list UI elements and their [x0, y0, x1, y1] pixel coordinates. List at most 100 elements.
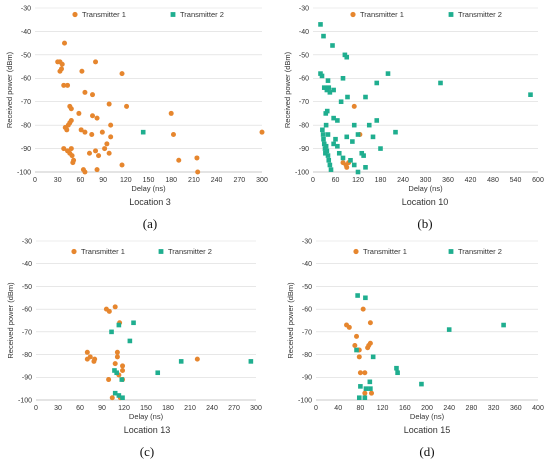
data-point-transmitter-2 [328, 167, 334, 172]
legend-label-transmitter-1: Transmitter 1 [82, 10, 126, 19]
data-point-transmitter-2 [438, 80, 443, 86]
legend-marker-transmitter-1 [72, 11, 78, 18]
data-point-transmitter-2 [140, 129, 146, 135]
y-tick-label: -30 [21, 5, 31, 12]
data-point-transmitter-1 [346, 324, 352, 330]
data-point-transmitter-1 [89, 132, 95, 138]
y-tick-label: -50 [22, 284, 32, 291]
data-point-transmitter-2 [326, 157, 332, 163]
data-point-transmitter-2 [350, 139, 355, 144]
data-point-transmitter-2 [370, 134, 376, 140]
data-point-transmitter-2 [335, 118, 340, 123]
data-point-transmitter-2 [338, 99, 344, 105]
y-tick-label: -100 [295, 169, 309, 176]
data-point-transmitter-2 [368, 386, 373, 391]
data-point-transmitter-2 [344, 54, 350, 60]
x-tick-label: 300 [256, 177, 268, 184]
data-point-transmitter-1 [120, 363, 126, 369]
data-point-transmitter-1 [114, 349, 120, 355]
data-point-transmitter-1 [354, 333, 360, 339]
data-point-transmitter-2 [155, 370, 161, 376]
data-point-transmitter-2 [324, 108, 330, 114]
data-point-transmitter-2 [446, 327, 452, 332]
chart-panel-2: -100 -90 -80 -70 -60 -50 -40 -30 0 60 120 180 240 300… [283, 5, 544, 231]
y-tick-label: -30 [22, 238, 32, 245]
data-point-transmitter-2 [394, 365, 399, 371]
x-axis-title: Delay (ns) [131, 184, 166, 193]
data-point-transmitter-1 [124, 103, 130, 109]
y-axis-title: Received power (dBm) [6, 282, 15, 359]
data-point-transmitter-1 [102, 146, 108, 152]
data-point-transmitter-2 [324, 148, 330, 154]
data-point-transmitter-2 [120, 395, 125, 401]
data-point-transmitter-2 [363, 386, 369, 391]
data-point-transmitter-1 [99, 129, 105, 135]
x-tick-label: 270 [233, 177, 245, 184]
x-tick-label: 120 [118, 405, 130, 412]
data-point-transmitter-1 [96, 153, 102, 159]
data-point-transmitter-1 [82, 169, 88, 175]
data-point-transmitter-1 [194, 155, 200, 161]
data-point-transmitter-2 [119, 377, 125, 382]
x-axis-title: Delay (ns) [129, 412, 164, 421]
x-tick-label: 180 [375, 177, 387, 184]
data-point-transmitter-2 [322, 146, 328, 151]
data-point-transmitter-1 [62, 40, 68, 46]
x-tick-label: 0 [33, 177, 37, 184]
legend-label-transmitter-2: Transmitter 2 [180, 10, 224, 19]
y-tick-label: -60 [22, 307, 32, 314]
legend-label-transmitter-2: Transmitter 2 [458, 247, 502, 256]
x-tick-label: 240 [443, 405, 455, 412]
data-point-transmitter-2 [178, 359, 184, 364]
x-tick-label: 280 [466, 405, 478, 412]
panel-label: (d) [419, 444, 434, 459]
data-point-transmitter-2 [374, 80, 380, 86]
x-tick-label: 30 [54, 405, 62, 412]
x-tick-label: 60 [76, 405, 84, 412]
data-point-transmitter-1 [69, 153, 75, 159]
data-point-transmitter-2 [336, 150, 342, 156]
y-axis-title: Received power (dBm) [286, 282, 295, 359]
chart-panel-3: -100 -90 -80 -70 -60 -50 -40 -30 0 30 60 90 120 150 18… [6, 238, 262, 459]
data-point-transmitter-1 [367, 320, 373, 326]
data-point-transmitter-1 [59, 61, 65, 67]
data-point-transmitter-2 [355, 293, 360, 298]
legend-marker-transmitter-2 [448, 12, 454, 17]
y-tick-label: -60 [21, 76, 31, 83]
x-tick-label: 0 [314, 405, 318, 412]
data-point-transmitter-1 [70, 160, 76, 166]
data-point-transmitter-1 [65, 82, 71, 88]
y-tick-label: -80 [21, 123, 31, 130]
data-point-transmitter-2 [127, 338, 133, 344]
data-point-transmitter-1 [79, 68, 85, 74]
data-point-transmitter-2 [318, 22, 323, 27]
data-point-transmitter-2 [321, 33, 326, 39]
data-point-transmitter-2 [344, 134, 350, 140]
y-tick-label: -90 [302, 375, 312, 382]
x-tick-label: 60 [332, 177, 340, 184]
legend: Transmitter 1 Transmitter 2 [71, 247, 212, 256]
legend: Transmitter 1 Transmitter 2 [72, 10, 224, 19]
y-tick-label: -100 [17, 169, 31, 176]
data-point-transmitter-1 [68, 106, 74, 112]
panel-label: (b) [417, 216, 432, 231]
data-point-transmitter-2 [359, 150, 365, 156]
data-point-transmitter-2 [116, 393, 122, 398]
x-tick-label: 60 [77, 177, 85, 184]
x-tick-label: 80 [357, 405, 365, 412]
x-tick-label: 360 [510, 405, 522, 412]
x-tick-label: 400 [532, 405, 544, 412]
data-point-transmitter-2 [335, 143, 340, 149]
data-point-transmitter-1 [109, 395, 115, 401]
y-tick-label: -100 [18, 397, 32, 404]
data-point-transmitter-2 [327, 90, 333, 95]
data-point-transmitter-1 [119, 162, 125, 168]
x-tick-label: 120 [120, 177, 132, 184]
x-tick-label: 120 [352, 177, 364, 184]
y-tick-label: -70 [22, 329, 32, 336]
x-tick-label: 180 [162, 405, 174, 412]
data-point-transmitter-2 [340, 155, 346, 161]
y-tick-label: -30 [302, 238, 312, 245]
data-point-transmitter-2 [370, 354, 376, 360]
data-point-transmitter-1 [92, 356, 98, 362]
